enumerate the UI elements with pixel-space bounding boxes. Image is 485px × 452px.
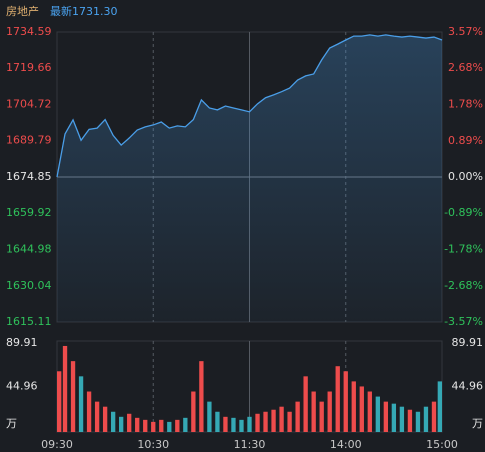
- y2-tick-label: -3.57%: [444, 315, 483, 328]
- chart-title: 房地产: [6, 4, 39, 18]
- volume-bar: [255, 413, 260, 432]
- y2-tick-label: -1.78%: [444, 242, 483, 255]
- y2-tick-label: -2.68%: [444, 279, 483, 292]
- y-tick-label: 1689.79: [6, 134, 52, 147]
- volume-bar: [223, 416, 228, 432]
- volume-bar: [303, 376, 308, 432]
- volume-bar: [399, 406, 405, 432]
- volume-bar: [215, 411, 220, 432]
- volume-bar: [110, 411, 116, 432]
- volume-bar: [287, 411, 292, 432]
- y2-tick-label: 0.89%: [448, 134, 483, 147]
- x-tick-label: 11:30: [234, 438, 266, 451]
- volume-bar: [431, 401, 437, 432]
- y-tick-label: 1734.59: [6, 25, 52, 38]
- volume-bar: [295, 401, 300, 432]
- y2-tick-label: 2.68%: [448, 61, 483, 74]
- volume-bar: [143, 419, 148, 432]
- volume-bar: [207, 401, 212, 432]
- y-tick-label: 44.96: [6, 379, 38, 392]
- y-tick-label: 1674.85: [6, 170, 52, 183]
- volume-bar: [94, 401, 100, 432]
- volume-bar: [167, 421, 172, 432]
- price-line: [56, 34, 443, 178]
- volume-bar: [415, 411, 421, 432]
- y-tick-label: 1630.04: [6, 279, 52, 292]
- volume-bar: [86, 391, 92, 432]
- volume-bar: [423, 406, 429, 432]
- y-tick-label: 1704.72: [6, 98, 52, 111]
- volume-bar: [247, 416, 252, 432]
- x-tick-label: 14:00: [330, 438, 362, 451]
- volume-bar: [175, 419, 180, 432]
- volume-bar: [383, 401, 389, 432]
- volume-bar: [343, 371, 348, 432]
- volume-bar: [231, 417, 236, 432]
- y-tick-label: 1659.92: [6, 206, 52, 219]
- y-tick-label: 万: [6, 417, 17, 430]
- volume-bar: [351, 381, 356, 432]
- volume-bar: [62, 345, 68, 432]
- y2-tick-label: 44.96: [452, 379, 484, 392]
- y2-tick-label: 89.91: [452, 336, 484, 349]
- y-tick-label: 1719.66: [6, 61, 52, 74]
- volume-bar: [159, 419, 164, 432]
- volume-bar: [102, 406, 108, 432]
- x-tick-label: 10:30: [137, 438, 169, 451]
- y-tick-label: 89.91: [6, 336, 38, 349]
- volume-bar: [319, 401, 324, 432]
- y2-tick-label: -0.89%: [444, 206, 483, 219]
- price-area: [57, 34, 442, 323]
- volume-bar: [78, 376, 84, 432]
- y2-tick-label: 1.78%: [448, 98, 483, 111]
- volume-bar: [151, 421, 156, 432]
- volume-bar: [199, 361, 204, 432]
- y2-tick-label: 万: [472, 417, 483, 430]
- volume-bar: [119, 416, 124, 432]
- volume-bar: [70, 361, 76, 432]
- volume-bar: [437, 381, 442, 432]
- volume-bar: [135, 417, 140, 432]
- y-tick-label: 1615.11: [6, 315, 52, 328]
- y2-tick-label: 0.00%: [448, 170, 483, 183]
- volume-bar: [183, 417, 188, 432]
- y2-tick-label: 3.57%: [448, 25, 483, 38]
- volume-bar: [127, 413, 132, 432]
- volume-bar: [239, 419, 244, 432]
- volume-bar: [367, 391, 372, 432]
- latest-price: 最新1731.30: [50, 4, 118, 18]
- volume-bar: [391, 403, 397, 432]
- volume-bar: [327, 391, 332, 432]
- volume-bar: [311, 391, 316, 432]
- volume-bar: [359, 386, 364, 432]
- volume-bar: [57, 371, 62, 432]
- volume-bar: [191, 391, 196, 432]
- x-tick-label: 15:00: [426, 438, 458, 451]
- x-tick-label: 09:30: [41, 438, 73, 451]
- volume-bar: [375, 396, 380, 432]
- volume-bar: [271, 409, 276, 432]
- volume-bar: [279, 406, 284, 432]
- volume-bar: [263, 411, 268, 432]
- volume-bar: [335, 366, 340, 432]
- y-tick-label: 1644.98: [6, 243, 52, 256]
- volume-bar: [407, 409, 413, 432]
